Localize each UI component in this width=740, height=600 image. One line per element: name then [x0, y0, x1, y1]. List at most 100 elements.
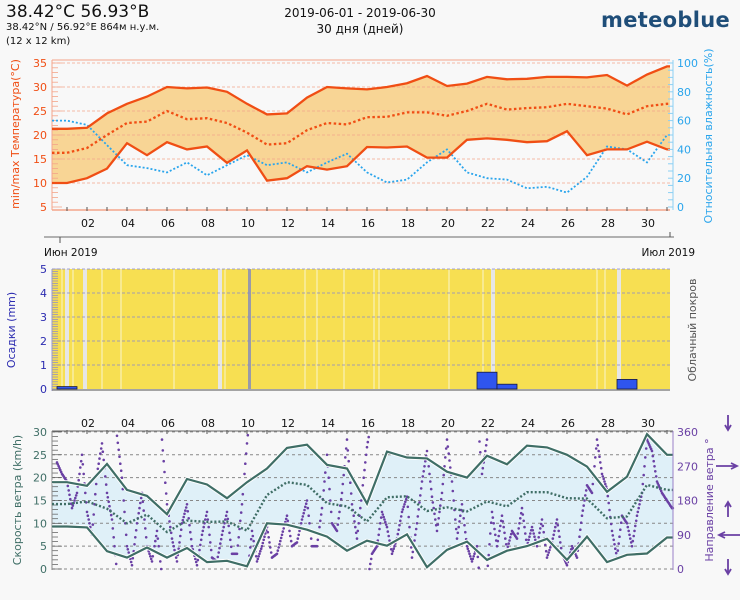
wind-direction-dot — [425, 449, 429, 453]
day-label: 02 — [81, 217, 95, 230]
wind-direction-dot — [99, 452, 102, 455]
wind-direction-dot — [184, 509, 187, 512]
wind-direction-dot — [105, 491, 109, 495]
wind-direction-dot — [204, 514, 208, 517]
wind-direction-dot — [544, 543, 547, 547]
wind-direction-dot — [427, 465, 431, 468]
wind-direction-dot — [117, 448, 120, 452]
wind-direction-dot — [183, 512, 186, 516]
wind-direction-dot — [611, 534, 615, 537]
wind-direction-dot — [190, 544, 194, 548]
wind-direction-dot — [584, 489, 588, 492]
wind-direction-dot — [654, 475, 658, 478]
wind-direction-dot — [208, 533, 211, 537]
wind-direction-dot — [472, 555, 476, 558]
cloud-gap-stripe — [373, 269, 375, 389]
wind-direction-dot — [517, 527, 520, 530]
wind-direction-dot — [319, 513, 323, 516]
wind-direction-dot — [296, 537, 300, 540]
wind-direction-dot — [480, 472, 484, 476]
wind-direction-dot — [609, 522, 613, 526]
wind-direction-dot — [448, 459, 451, 462]
wind-direction-dot — [527, 538, 530, 542]
wind-direction-dot — [451, 489, 455, 493]
wind-direction-dot — [80, 453, 84, 457]
wind-direction-dot — [530, 525, 534, 529]
wind-direction-dot — [172, 544, 175, 548]
wind-direction-dot — [437, 517, 441, 520]
meteoblue-logo[interactable]: meteoblue — [601, 8, 730, 32]
wind-direction-dot — [286, 519, 290, 523]
wind-direction-dot — [251, 534, 255, 538]
wind-direction-dot — [78, 472, 81, 476]
wind-direction-dot — [491, 516, 495, 519]
wind-direction-dot — [246, 433, 250, 437]
wind-direction-dot — [79, 466, 82, 469]
wind-direction-dot — [454, 518, 457, 521]
wind-direction-dot — [239, 519, 242, 523]
wind-direction-dot — [419, 494, 422, 497]
cloud-gap-stripe — [120, 269, 122, 389]
wind-direction-dot — [184, 506, 188, 509]
wind-direction-dot — [594, 456, 597, 459]
wind-direction-dot — [599, 466, 603, 470]
wind-direction-dot — [228, 531, 231, 535]
wind-direction-dot — [469, 555, 472, 558]
wind-direction-dot — [635, 514, 639, 517]
wind-direction-dot — [194, 557, 197, 561]
wind-direction-dot — [356, 529, 360, 533]
wind-direction-dot — [486, 564, 490, 568]
wind-direction-dot — [581, 509, 585, 512]
wind-direction-dot — [169, 525, 172, 529]
wind-direction-dot — [369, 562, 372, 566]
wind-direction-dot — [428, 472, 431, 476]
wind-direction-dot — [650, 449, 654, 453]
temp-tick-label: 15 — [33, 153, 47, 166]
wind-direction-dot — [143, 518, 146, 521]
wind-direction-dot — [396, 532, 400, 536]
wind-direction-dot — [325, 453, 329, 457]
temp-axis-title: min/max Температура(°C) — [9, 59, 22, 209]
wind-direction-dot — [94, 482, 98, 486]
wind-direction-dot — [149, 557, 153, 561]
wind-direction-dot — [75, 491, 79, 495]
wind-direction-dot — [316, 538, 320, 542]
wind-direction-dot — [194, 560, 198, 564]
wind-direction-dot — [447, 452, 451, 455]
wind-direction-dot — [300, 518, 304, 521]
wind-direction-dot — [254, 555, 258, 558]
wind-direction-dot — [301, 515, 305, 518]
wind-direction-dot — [549, 546, 552, 549]
wind-direction-dot — [509, 536, 512, 539]
wind-direction-dot — [218, 546, 221, 550]
wind-direction-dot — [180, 522, 184, 525]
wind-direction-dot — [403, 503, 406, 506]
wind-direction-dot — [243, 472, 246, 476]
wind-direction-dot — [70, 506, 74, 510]
wind-direction-dot — [364, 453, 368, 457]
wind-direction-dot — [404, 497, 408, 501]
wind-direction-dot — [400, 510, 404, 514]
wind-direction-dot — [485, 438, 489, 441]
wind-direction-dot — [477, 566, 481, 569]
wind-direction-dot — [504, 537, 507, 540]
wind-direction-dot — [98, 457, 101, 460]
wind-direction-dot — [540, 518, 544, 521]
wind-direction-dot — [304, 502, 308, 506]
wind-direction-dot — [199, 538, 203, 542]
wind-direction-dot — [632, 534, 635, 538]
wind-direction-dot — [626, 525, 630, 529]
wind-direction-dot — [634, 519, 638, 523]
wind-direction-dot — [377, 533, 381, 537]
wind-direction-dot — [245, 442, 249, 445]
wind-direction-dot — [277, 546, 281, 549]
precip-tick-label: 5 — [40, 263, 47, 276]
wind-direction-dot — [450, 480, 454, 483]
month-end-label: Июл 2019 — [642, 247, 695, 259]
wind-direction-dot — [554, 525, 557, 529]
cloud-gap-stripe — [65, 269, 69, 389]
wind-direction-dot — [507, 542, 511, 545]
wind-direction-dot — [499, 524, 502, 528]
wind-direction-dot — [127, 551, 130, 554]
